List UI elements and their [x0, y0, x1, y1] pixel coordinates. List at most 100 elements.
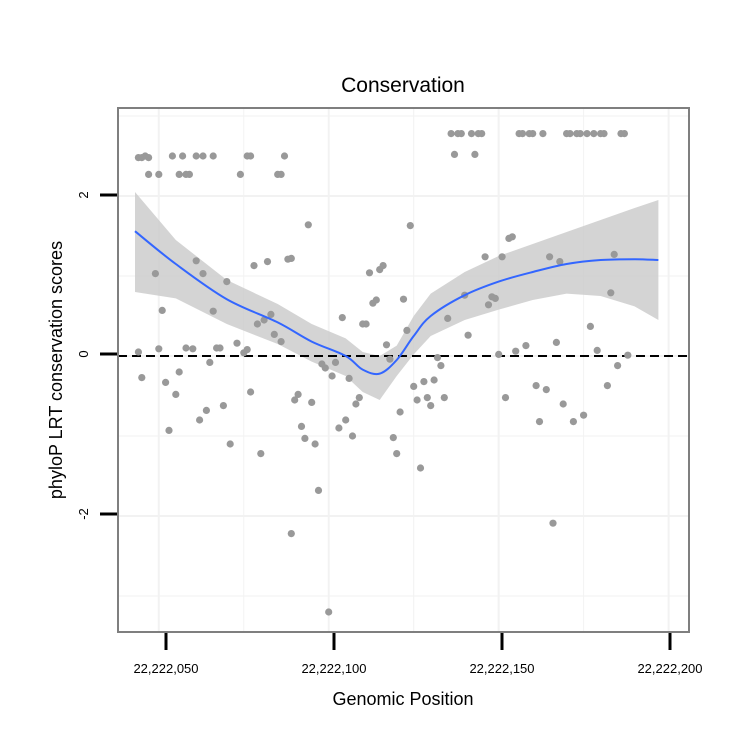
x-tick-label: 22,222,150	[469, 661, 534, 676]
data-point	[580, 411, 588, 419]
data-point	[192, 152, 200, 160]
data-point	[179, 152, 187, 160]
data-point	[546, 253, 554, 261]
data-point	[603, 382, 612, 390]
data-point	[389, 434, 397, 442]
data-point	[576, 130, 584, 138]
data-point	[365, 269, 374, 277]
data-point	[328, 372, 336, 380]
data-point	[233, 339, 241, 347]
data-point	[410, 382, 418, 390]
data-point	[297, 422, 306, 430]
data-point	[253, 320, 261, 328]
data-point	[501, 394, 510, 402]
data-point	[491, 294, 499, 302]
data-point	[583, 130, 591, 138]
data-point	[172, 390, 180, 398]
data-point	[396, 408, 404, 416]
y-tick-label: 2	[76, 191, 91, 198]
data-point	[450, 150, 459, 158]
data-point	[444, 314, 452, 322]
data-point	[158, 306, 166, 314]
data-point	[610, 250, 618, 258]
data-point	[481, 253, 489, 261]
data-point	[219, 402, 227, 410]
data-point	[287, 530, 295, 538]
data-point	[257, 450, 265, 458]
data-point	[189, 345, 197, 353]
smooth-trend-line	[134, 230, 659, 376]
data-point	[522, 342, 530, 350]
data-point	[247, 388, 255, 396]
data-point	[549, 519, 557, 527]
y-axis: 2 0 -2	[76, 191, 117, 520]
data-point	[403, 326, 411, 334]
data-point	[270, 330, 278, 338]
data-point	[620, 130, 629, 138]
x-axis-label: Genomic Position	[332, 689, 473, 709]
data-point	[614, 362, 622, 370]
data-point	[138, 374, 146, 382]
data-point	[134, 348, 142, 356]
data-point	[542, 386, 550, 394]
data-point	[484, 301, 493, 309]
data-point	[199, 270, 207, 278]
data-point	[399, 295, 408, 303]
data-point	[342, 416, 350, 424]
data-point	[430, 376, 438, 384]
data-point	[427, 402, 435, 410]
data-point	[294, 390, 302, 398]
data-point	[291, 396, 299, 404]
data-point	[355, 394, 363, 402]
data-point	[277, 338, 285, 346]
data-point	[379, 262, 387, 270]
data-point	[223, 278, 231, 286]
data-point	[345, 374, 353, 382]
data-point	[586, 322, 595, 330]
data-point	[145, 170, 153, 178]
data-point	[165, 426, 173, 434]
data-point	[532, 382, 540, 390]
data-point	[423, 394, 431, 402]
data-point	[433, 354, 442, 362]
data-point	[284, 255, 292, 263]
data-point	[168, 152, 176, 160]
data-point	[202, 406, 210, 414]
x-tick-label: 22,222,100	[301, 661, 366, 676]
plot-panel	[117, 107, 690, 633]
data-point	[556, 258, 564, 266]
y-tick-label: 0	[76, 350, 91, 357]
data-point	[348, 432, 357, 440]
data-point	[145, 154, 153, 162]
data-point	[569, 418, 578, 426]
data-point	[304, 221, 312, 229]
data-point	[151, 270, 159, 278]
data-point	[464, 331, 472, 339]
data-point	[539, 130, 547, 138]
data-point	[552, 338, 561, 346]
data-point	[600, 130, 608, 138]
data-point	[250, 262, 258, 270]
data-point	[311, 440, 319, 448]
data-point	[182, 344, 190, 352]
data-point	[331, 358, 340, 366]
data-point	[155, 170, 163, 178]
data-point	[338, 314, 346, 322]
data-point	[314, 486, 323, 494]
data-point	[437, 362, 445, 370]
data-point	[382, 341, 391, 349]
confidence-ribbon	[135, 192, 659, 400]
data-point	[593, 346, 601, 354]
data-point	[393, 450, 401, 458]
data-point	[216, 344, 224, 352]
data-point	[607, 289, 615, 297]
data-point	[386, 355, 394, 363]
data-point	[209, 152, 217, 160]
data-point	[535, 418, 544, 426]
data-point	[243, 346, 251, 354]
data-point	[236, 170, 244, 178]
data-point	[155, 345, 163, 353]
data-point	[362, 320, 370, 328]
data-point	[263, 258, 272, 266]
data-point	[529, 130, 537, 138]
